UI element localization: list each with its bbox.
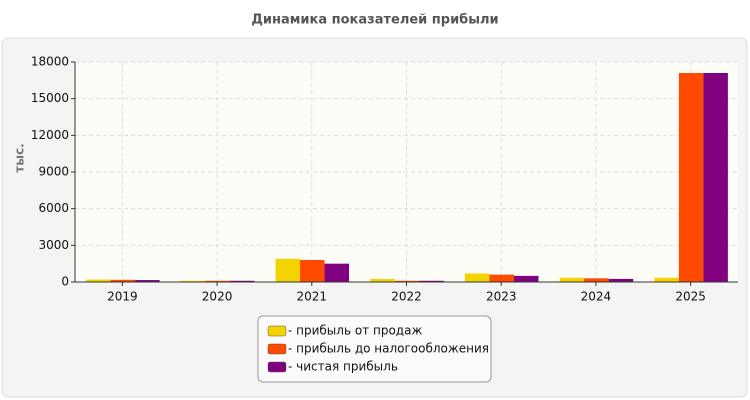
bar	[559, 277, 585, 282]
bar	[229, 280, 255, 282]
y-tick-label: 6000	[38, 201, 69, 215]
bar	[678, 73, 704, 282]
x-tick-label: 2024	[581, 290, 612, 304]
x-tick-label: 2021	[297, 290, 328, 304]
y-tick-label: 3000	[38, 238, 69, 252]
bar	[608, 278, 634, 282]
legend-label: - прибыль от продаж	[288, 324, 422, 338]
bar	[703, 73, 728, 282]
bar	[205, 280, 230, 282]
legend-label: - прибыль до налогообложения	[288, 342, 489, 356]
legend-label: - чистая прибыль	[288, 360, 398, 374]
y-tick-label: 12000	[31, 128, 69, 142]
bar	[513, 275, 539, 282]
x-tick-label: 2020	[202, 290, 233, 304]
x-tick-label: 2023	[486, 290, 517, 304]
y-tick-label: 18000	[31, 55, 69, 69]
bar	[300, 260, 325, 282]
legend-swatch	[267, 325, 287, 337]
y-axis-label: тыс.	[13, 143, 27, 172]
bar	[86, 279, 111, 282]
bar	[464, 273, 490, 282]
bar	[110, 279, 136, 282]
bar	[394, 280, 420, 282]
legend-swatch	[267, 361, 287, 373]
bar	[489, 274, 514, 282]
bar	[584, 278, 609, 282]
y-tick-label: 0	[61, 275, 69, 289]
legend	[257, 315, 492, 383]
chart-title: Динамика показателей прибыли	[251, 13, 498, 28]
y-tick-label: 15000	[31, 91, 69, 105]
bar	[370, 278, 395, 282]
bar	[654, 277, 679, 282]
legend-swatch	[267, 343, 287, 355]
x-tick-label: 2019	[107, 290, 138, 304]
bar	[135, 280, 160, 282]
bar	[419, 280, 444, 282]
bar	[324, 263, 350, 282]
y-tick-label: 9000	[38, 165, 69, 179]
bar	[180, 280, 206, 282]
bar	[275, 258, 301, 282]
x-tick-label: 2025	[675, 290, 706, 304]
x-tick-label: 2022	[391, 290, 422, 304]
